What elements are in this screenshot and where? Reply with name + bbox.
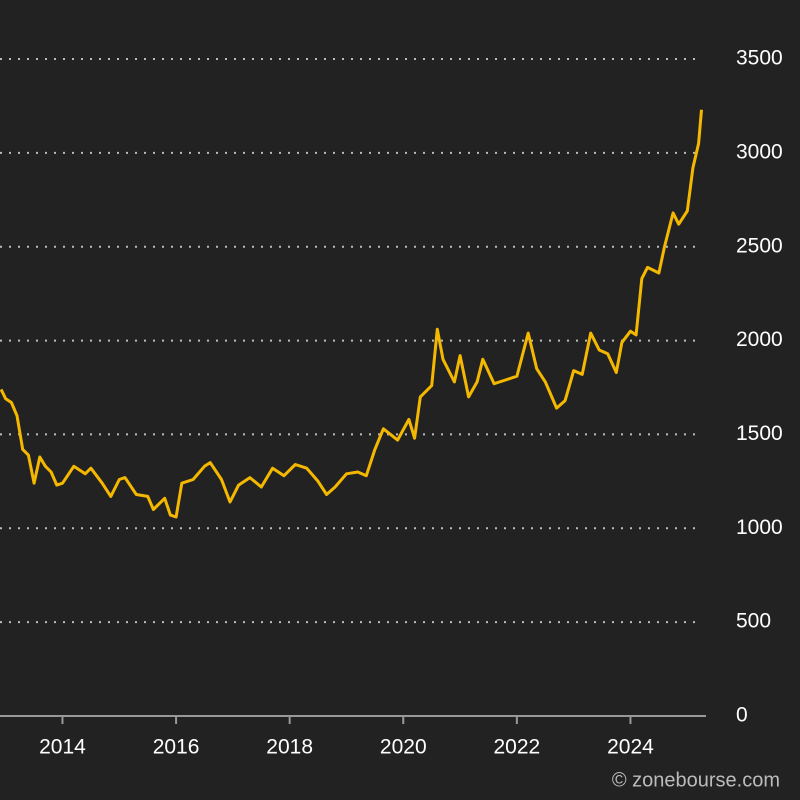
y-tick-label: 2000 <box>736 328 783 351</box>
y-tick-label: 500 <box>736 610 771 633</box>
y-tick-label: 3000 <box>736 140 783 163</box>
price-line <box>0 109 703 519</box>
y-tick-label: 1500 <box>736 422 783 445</box>
y-tick-label: 2500 <box>736 234 783 257</box>
source: © zonebourse.com <box>612 769 780 791</box>
x-tick-label: 2020 <box>380 736 427 759</box>
y-tick-label: 1000 <box>736 516 783 539</box>
x-tick-label: 2022 <box>494 736 541 759</box>
x-tick-label: 2016 <box>153 736 200 759</box>
x-tick-label: 2018 <box>266 736 313 759</box>
x-tick-label: 2014 <box>39 736 86 759</box>
y-tick-label: 3500 <box>736 47 783 70</box>
x-tick-label: 2024 <box>607 736 654 759</box>
y-tick-label: 0 <box>736 704 748 727</box>
